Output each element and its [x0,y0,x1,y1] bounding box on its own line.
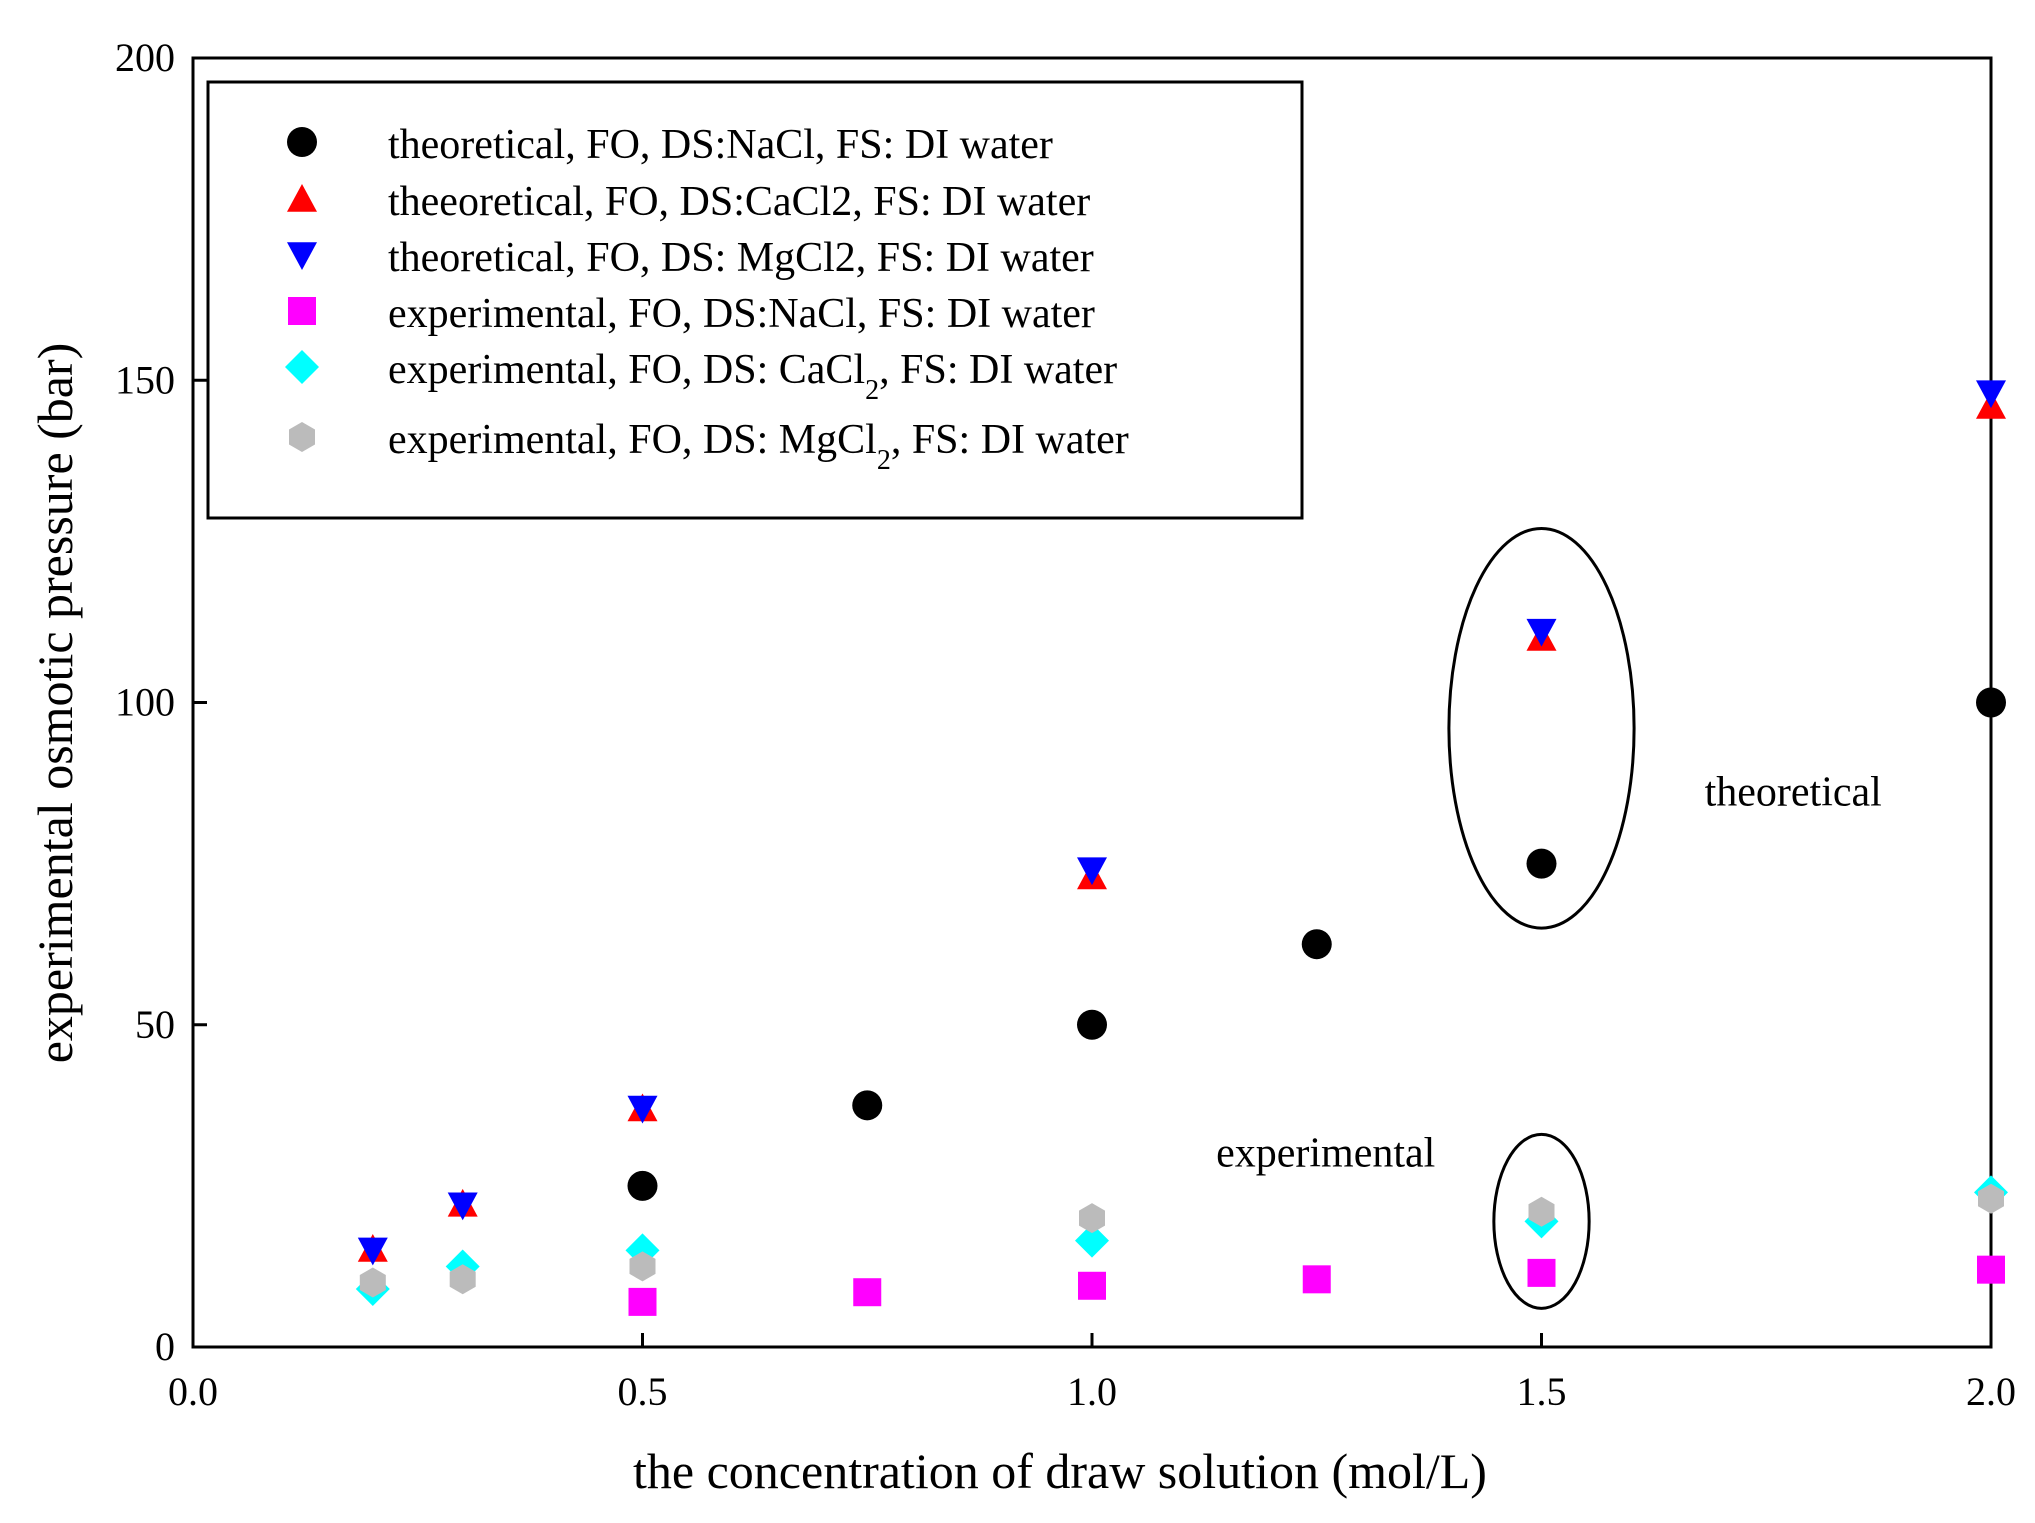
data-point [852,1090,883,1121]
legend-label: experimental, FO, DS: MgCl2, FS: DI wate… [388,417,1129,476]
annotations: theoretical experimental [1216,770,1882,1177]
data-point [359,1267,386,1298]
x-axis-label: the concentration of draw solution (mol/… [633,1443,1487,1499]
legend-box [206,80,1304,520]
data-point [853,1278,882,1307]
data-point [1301,929,1332,960]
data-point [1302,1265,1331,1294]
legend-label: theeoretical, FO, DS:CaCl2, FS: DI water [388,179,1090,225]
data-point [1976,687,2006,718]
group-ellipse [1447,526,1636,930]
legend-marker [287,184,317,212]
data-point [1978,1183,2004,1214]
series-triangle-down [357,380,2006,1266]
y-axis-label: experimental osmotic pressure (bar) [27,343,83,1064]
legend-marker [285,350,319,384]
data-point [1079,1203,1105,1234]
data-point [627,1095,658,1124]
data-point [1077,1009,1107,1040]
y-tick-label: 100 [115,680,175,725]
x-tick-label: 0.5 [618,1369,668,1414]
data-point [1977,1255,2005,1284]
legend-label: experimental, FO, DS: CaCl2, FS: DI wate… [388,347,1117,406]
data-point [1078,1271,1106,1300]
group-ellipse [1492,1132,1591,1310]
legend-label: theoretical, FO, DS:NaCl, FS: DI water [388,122,1053,168]
y-tick-label: 200 [115,35,175,80]
legend-label: experimental, FO, DS:NaCl, FS: DI water [388,291,1095,337]
y-tick-label: 0 [155,1324,175,1369]
data-point [449,1264,476,1295]
data-point [1528,1196,1555,1227]
x-tick-label: 1.5 [1517,1369,1567,1414]
data-point [357,1237,388,1266]
annotation-ellipses [1447,526,1636,1310]
series-diamond [355,1175,2008,1306]
data-point [1527,1258,1556,1287]
x-tick-label: 2.0 [1966,1369,2016,1414]
data-point [447,1192,478,1221]
data-point [627,1170,658,1201]
data-series [355,380,2008,1316]
x-tick-label: 1.0 [1067,1369,1117,1414]
series-hexagon [359,1183,2004,1298]
legend: theoretical, FO, DS:NaCl, FS: DI water th… [206,80,1304,520]
legend-marker [289,422,315,452]
legend-label: theoretical, FO, DS: MgCl2, FS: DI water [388,235,1094,281]
legend-marker [287,242,317,270]
x-tick-label: 0.0 [168,1369,218,1414]
data-point [1077,857,1107,886]
y-tick-label: 150 [115,357,175,402]
series-square [628,1255,2005,1316]
annotation-label: experimental [1216,1131,1435,1177]
data-point [628,1287,657,1316]
data-point [1526,848,1557,879]
annotation-label: theoretical [1705,770,1882,816]
data-point [1075,1223,1109,1258]
data-point [1976,380,2006,409]
data-point [629,1251,656,1282]
legend-marker [288,297,316,325]
y-tick-label: 50 [135,1002,175,1047]
series-circle [627,687,2006,1201]
data-point [1526,618,1557,647]
axis-ticks: 0.0 0.5 1.0 1.5 2.0 0 50 100 150 200 [115,35,2016,1414]
legend-marker [287,127,317,157]
series-triangle-up [357,391,2006,1262]
